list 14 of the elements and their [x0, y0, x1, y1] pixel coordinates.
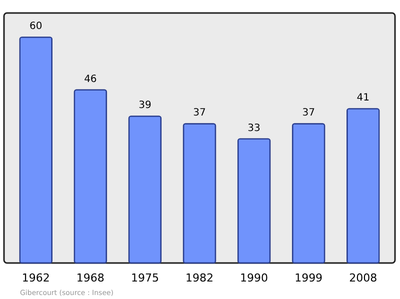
x-tick-label: 1999 [294, 272, 323, 284]
data-label: 46 [84, 74, 97, 85]
x-tick-label: 1968 [76, 272, 104, 284]
data-label: 60 [30, 21, 42, 32]
x-tick-label: 1982 [186, 272, 214, 284]
x-tick-label: 1975 [130, 272, 159, 284]
data-label: 37 [193, 108, 206, 119]
data-label: 39 [138, 100, 152, 112]
data-label: 41 [356, 92, 370, 104]
x-tick-label: 1990 [240, 272, 268, 284]
data-label: 37 [302, 108, 315, 119]
x-tick-label: 1962 [22, 272, 50, 284]
x-tick-label: 2008 [349, 272, 378, 284]
data-label: 33 [248, 122, 260, 134]
